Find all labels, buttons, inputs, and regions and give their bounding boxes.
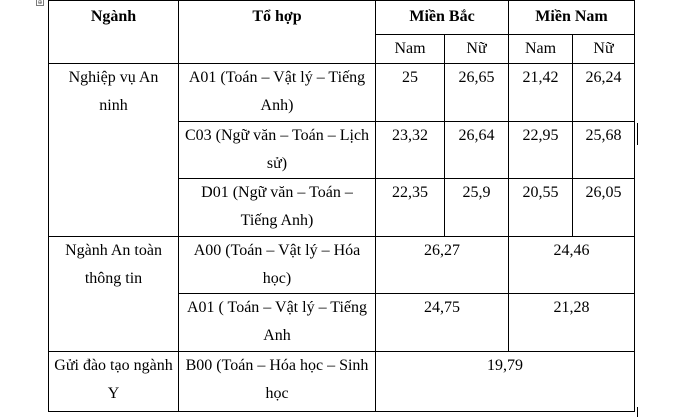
nganh-cell: Nghiệp vụ An ninh — [48, 63, 179, 237]
to-hop-cell: B00 (Toán – Hóa học – Sinh học — [178, 351, 376, 412]
score-cell-mien-bac: 24,75 — [374, 293, 510, 352]
header-mien-bac: Miền Bắc — [374, 0, 510, 35]
subheader-nam-nam: Nam — [508, 34, 574, 64]
table-move-handle-icon[interactable]: ⊕ — [36, 0, 44, 6]
to-hop-cell: A01 ( Toán – Vật lý – Tiếng Anh — [178, 293, 376, 352]
table-row: Ngành An toàn thông tin A00 (Toán – Vật … — [48, 236, 636, 352]
score-cell-mien-nam: 21,28 — [508, 293, 636, 352]
table-row: C03 (Ngữ văn – Toán – Lịch sử) 23,32 26,… — [49, 121, 636, 179]
table-row: Nghiệp vụ An ninh A01 (Toán – Vật lý – T… — [48, 63, 636, 237]
score-cell: 26,64 — [443, 121, 510, 179]
score-cell: 22,35 — [375, 178, 445, 237]
score-cell: 22,95 — [508, 121, 574, 179]
admission-scores-table: Ngành Tổ hợp Miền Bắc Miền Nam Nam Nữ Na… — [48, 0, 636, 412]
subheader-bac-nam: Nam — [375, 34, 445, 64]
score-cell: 26,65 — [443, 63, 510, 122]
score-cell: 26,05 — [572, 178, 636, 237]
nganh-cell: Ngành An toàn thông tin — [48, 236, 179, 352]
nganh-cell: Gửi đào tạo ngành Y — [48, 351, 179, 412]
score-cell: 26,24 — [572, 63, 636, 122]
header-row: Ngành Tổ hợp Miền Bắc Miền Nam — [48, 0, 636, 64]
to-hop-cell: A01 (Toán – Vật lý – Tiếng Anh) — [178, 63, 376, 122]
score-cell-mien-bac: 26,27 — [374, 236, 510, 294]
to-hop-cell: D01 (Ngữ văn – Toán – Tiếng Anh) — [178, 178, 376, 237]
table-row: A01 ( Toán – Vật lý – Tiếng Anh 24,75 21… — [49, 293, 636, 352]
subheader-bac-nu: Nữ — [443, 34, 510, 64]
subheader-nam-nu: Nữ — [572, 34, 636, 64]
to-hop-cell: A00 (Toán – Vật lý – Hóa học) — [178, 236, 376, 294]
score-cell: 23,32 — [375, 121, 445, 179]
score-cell: 20,55 — [508, 178, 574, 237]
header-mien-nam: Miền Nam — [508, 0, 636, 35]
score-cell-mien-nam: 24,46 — [508, 236, 636, 294]
header-to-hop: Tổ hợp — [178, 0, 376, 64]
header-nganh: Ngành — [48, 0, 179, 64]
score-cell-all: 19,79 — [374, 351, 636, 412]
table-row: Gửi đào tạo ngành Y B00 (Toán – Hóa học … — [48, 351, 636, 412]
text-cursor — [637, 407, 638, 417]
table-row: D01 (Ngữ văn – Toán – Tiếng Anh) 22,35 2… — [49, 178, 636, 237]
score-cell: 25,68 — [572, 121, 636, 179]
subheader-row: Nam Nữ Nam Nữ — [49, 34, 636, 64]
score-cell: 21,42 — [508, 63, 574, 122]
to-hop-cell: C03 (Ngữ văn – Toán – Lịch sử) — [178, 121, 376, 179]
score-cell: 25 — [375, 63, 445, 122]
score-cell: 25,9 — [443, 178, 510, 237]
text-cursor — [637, 123, 638, 145]
